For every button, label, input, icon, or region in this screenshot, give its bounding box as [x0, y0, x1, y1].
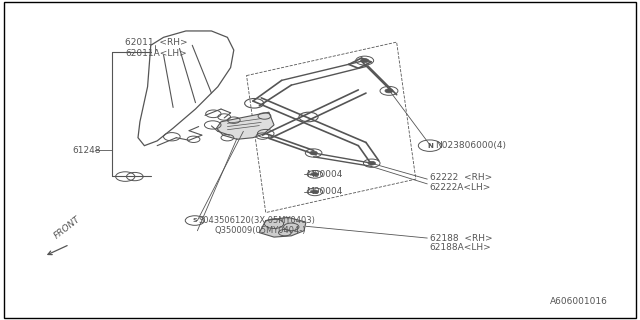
Text: N023806000(4): N023806000(4)	[435, 141, 506, 150]
Text: 62188A<LH>: 62188A<LH>	[430, 243, 492, 252]
Polygon shape	[259, 217, 306, 237]
Circle shape	[361, 59, 369, 63]
Circle shape	[368, 161, 376, 165]
Text: N: N	[427, 143, 433, 149]
Text: S: S	[193, 218, 197, 223]
Circle shape	[312, 190, 318, 194]
Text: 62011  <RH>: 62011 <RH>	[125, 38, 188, 47]
Text: 61248: 61248	[72, 146, 100, 155]
Circle shape	[312, 172, 318, 176]
Circle shape	[385, 89, 393, 93]
Text: S043506120(3X-05MY0403): S043506120(3X-05MY0403)	[198, 216, 316, 225]
Text: 62222  <RH>: 62222 <RH>	[430, 173, 492, 182]
Text: A606001016: A606001016	[550, 297, 608, 306]
Circle shape	[310, 151, 317, 155]
Text: M00004: M00004	[306, 170, 342, 179]
Text: Q350009(05MY0404-): Q350009(05MY0404-)	[214, 226, 306, 235]
Polygon shape	[216, 112, 274, 139]
Text: FRONT: FRONT	[53, 214, 83, 240]
Text: M00004: M00004	[306, 188, 342, 196]
Text: 62011A<LH>: 62011A<LH>	[125, 49, 187, 58]
Text: 62188  <RH>: 62188 <RH>	[430, 234, 492, 243]
Text: 62222A<LH>: 62222A<LH>	[430, 183, 492, 192]
